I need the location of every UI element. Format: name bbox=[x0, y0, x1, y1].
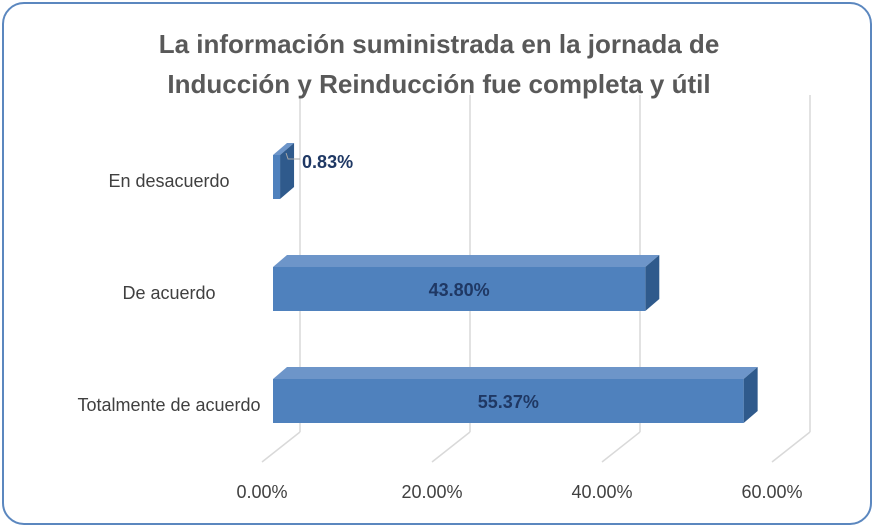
y-tick-label: En desacuerdo bbox=[108, 171, 230, 191]
data-label: 43.80% bbox=[429, 280, 490, 300]
bar-top bbox=[273, 367, 758, 379]
x-tick-label: 60.00% bbox=[741, 482, 802, 502]
leader-line bbox=[285, 152, 301, 160]
bar bbox=[273, 267, 646, 311]
bar-top bbox=[273, 255, 660, 267]
data-label: 55.37% bbox=[478, 392, 539, 412]
bar-side bbox=[743, 367, 758, 423]
chart-title: La información suministrada en la jornad… bbox=[158, 29, 720, 99]
bar-side bbox=[645, 255, 660, 311]
chart-frame bbox=[2, 2, 872, 525]
x-tick-label: 40.00% bbox=[571, 482, 632, 502]
bar-side bbox=[280, 143, 295, 199]
data-label: 0.83% bbox=[302, 152, 353, 172]
floor-grid-line bbox=[771, 431, 811, 463]
bar bbox=[273, 379, 744, 423]
x-tick-label: 0.00% bbox=[236, 482, 287, 502]
bar bbox=[273, 155, 281, 199]
floor-grid-line bbox=[261, 431, 301, 463]
x-tick-label: 20.00% bbox=[401, 482, 462, 502]
y-tick-label: De acuerdo bbox=[122, 283, 216, 303]
floor-grid-line bbox=[431, 431, 471, 463]
floor-grid-line bbox=[601, 431, 641, 463]
y-tick-label: Totalmente de acuerdo bbox=[77, 395, 261, 415]
bar-top bbox=[273, 143, 295, 155]
